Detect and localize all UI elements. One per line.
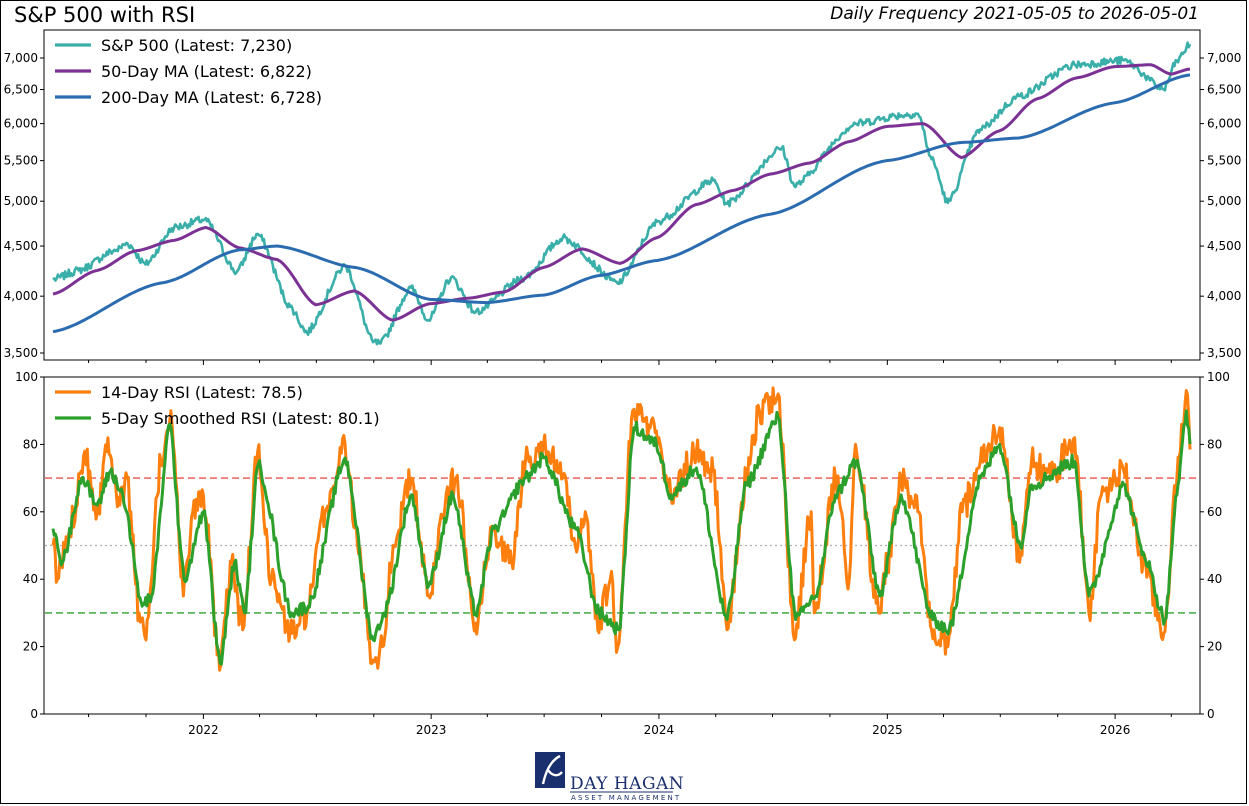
x-tick-label-2026: 2026 xyxy=(1100,723,1131,737)
x-tick-label-2023: 2023 xyxy=(416,723,447,737)
rsi-series-layer xyxy=(51,386,1192,672)
logo-name: DAY HAGAN xyxy=(570,774,684,794)
rsi-ytick-label-right: 40 xyxy=(1207,572,1222,586)
x-axis: 2022 2023 2024 2025 2026 xyxy=(88,360,1172,737)
logo-mark xyxy=(535,752,565,788)
rsi-ytick-label-left: 60 xyxy=(23,505,38,519)
price-ytick-label-right: 4,000 xyxy=(1207,289,1241,303)
rsi-ytick-label-left: 20 xyxy=(23,640,38,654)
rsi-ytick-label-right: 20 xyxy=(1207,640,1222,654)
price-panel-frame xyxy=(43,29,1201,361)
price-ytick-label-left: 4,000 xyxy=(4,289,38,303)
legend-label-1: S&P 500 (Latest: 7,230) xyxy=(101,36,292,55)
price-axes: 3,500 3,500 4,000 4,000 4,500 4,500 5,000 5,000… xyxy=(4,51,1242,360)
price-ytick-label-left: 5,000 xyxy=(4,194,38,208)
day-hagan-logo: DAY HAGAN ASSET MANAGEMENT xyxy=(535,752,684,802)
legend-label-1: 14-Day RSI (Latest: 78.5) xyxy=(101,383,303,402)
price-ytick-label-right: 4,500 xyxy=(1207,239,1241,253)
price-series-line-3 xyxy=(52,73,1191,334)
rsi-ytick-label-right: 60 xyxy=(1207,505,1222,519)
price-ytick-label-right: 3,500 xyxy=(1207,346,1241,360)
x-tick-label-2022: 2022 xyxy=(188,723,219,737)
price-ytick-label-right: 7,000 xyxy=(1207,51,1241,65)
rsi-series-line-2 xyxy=(51,409,1192,666)
price-series-layer xyxy=(52,41,1192,346)
legend-label-2: 50-Day MA (Latest: 6,822) xyxy=(101,62,312,81)
rsi-ytick-label-right: 100 xyxy=(1207,370,1230,384)
rsi-ytick-label-left: 40 xyxy=(23,572,38,586)
rsi-ytick-label-left: 0 xyxy=(30,707,38,721)
price-ytick-label-right: 6,000 xyxy=(1207,117,1241,131)
price-ytick-label-left: 6,500 xyxy=(4,83,38,97)
price-ytick-label-left: 5,500 xyxy=(4,154,38,168)
legend-label-2: 5-Day Smoothed RSI (Latest: 80.1) xyxy=(101,409,380,428)
x-tick-label-2025: 2025 xyxy=(872,723,903,737)
price-legend: S&P 500 (Latest: 7,230) 50-Day MA (Latest… xyxy=(55,36,322,107)
price-ytick-label-right: 5,500 xyxy=(1207,154,1241,168)
rsi-legend: 14-Day RSI (Latest: 78.5) 5-Day Smoothed … xyxy=(55,383,380,428)
rsi-ytick-label-left: 100 xyxy=(15,370,38,384)
price-ytick-label-right: 5,000 xyxy=(1207,194,1241,208)
price-ytick-label-right: 6,500 xyxy=(1207,83,1241,97)
price-ytick-label-left: 3,500 xyxy=(4,346,38,360)
price-ytick-label-left: 7,000 xyxy=(4,51,38,65)
x-tick-label-2024: 2024 xyxy=(644,723,675,737)
logo-tagline: ASSET MANAGEMENT xyxy=(571,794,681,802)
chart-subtitle: Daily Frequency 2021-05-05 to 2026-05-01 xyxy=(830,4,1199,24)
chart-title: S&P 500 with RSI xyxy=(14,3,195,27)
logo-mark-glyph xyxy=(541,754,563,785)
price-series-line-1 xyxy=(52,41,1192,346)
price-ytick-label-left: 6,000 xyxy=(4,117,38,131)
rsi-ytick-label-left: 80 xyxy=(23,437,38,451)
rsi-ytick-label-right: 0 xyxy=(1207,707,1215,721)
rsi-ytick-label-right: 80 xyxy=(1207,437,1222,451)
legend-label-3: 200-Day MA (Latest: 6,728) xyxy=(101,88,322,107)
rsi-axes: 0 0 20 20 40 40 60 60 80 80 100 100 xyxy=(15,370,1230,721)
price-ytick-label-left: 4,500 xyxy=(4,239,38,253)
